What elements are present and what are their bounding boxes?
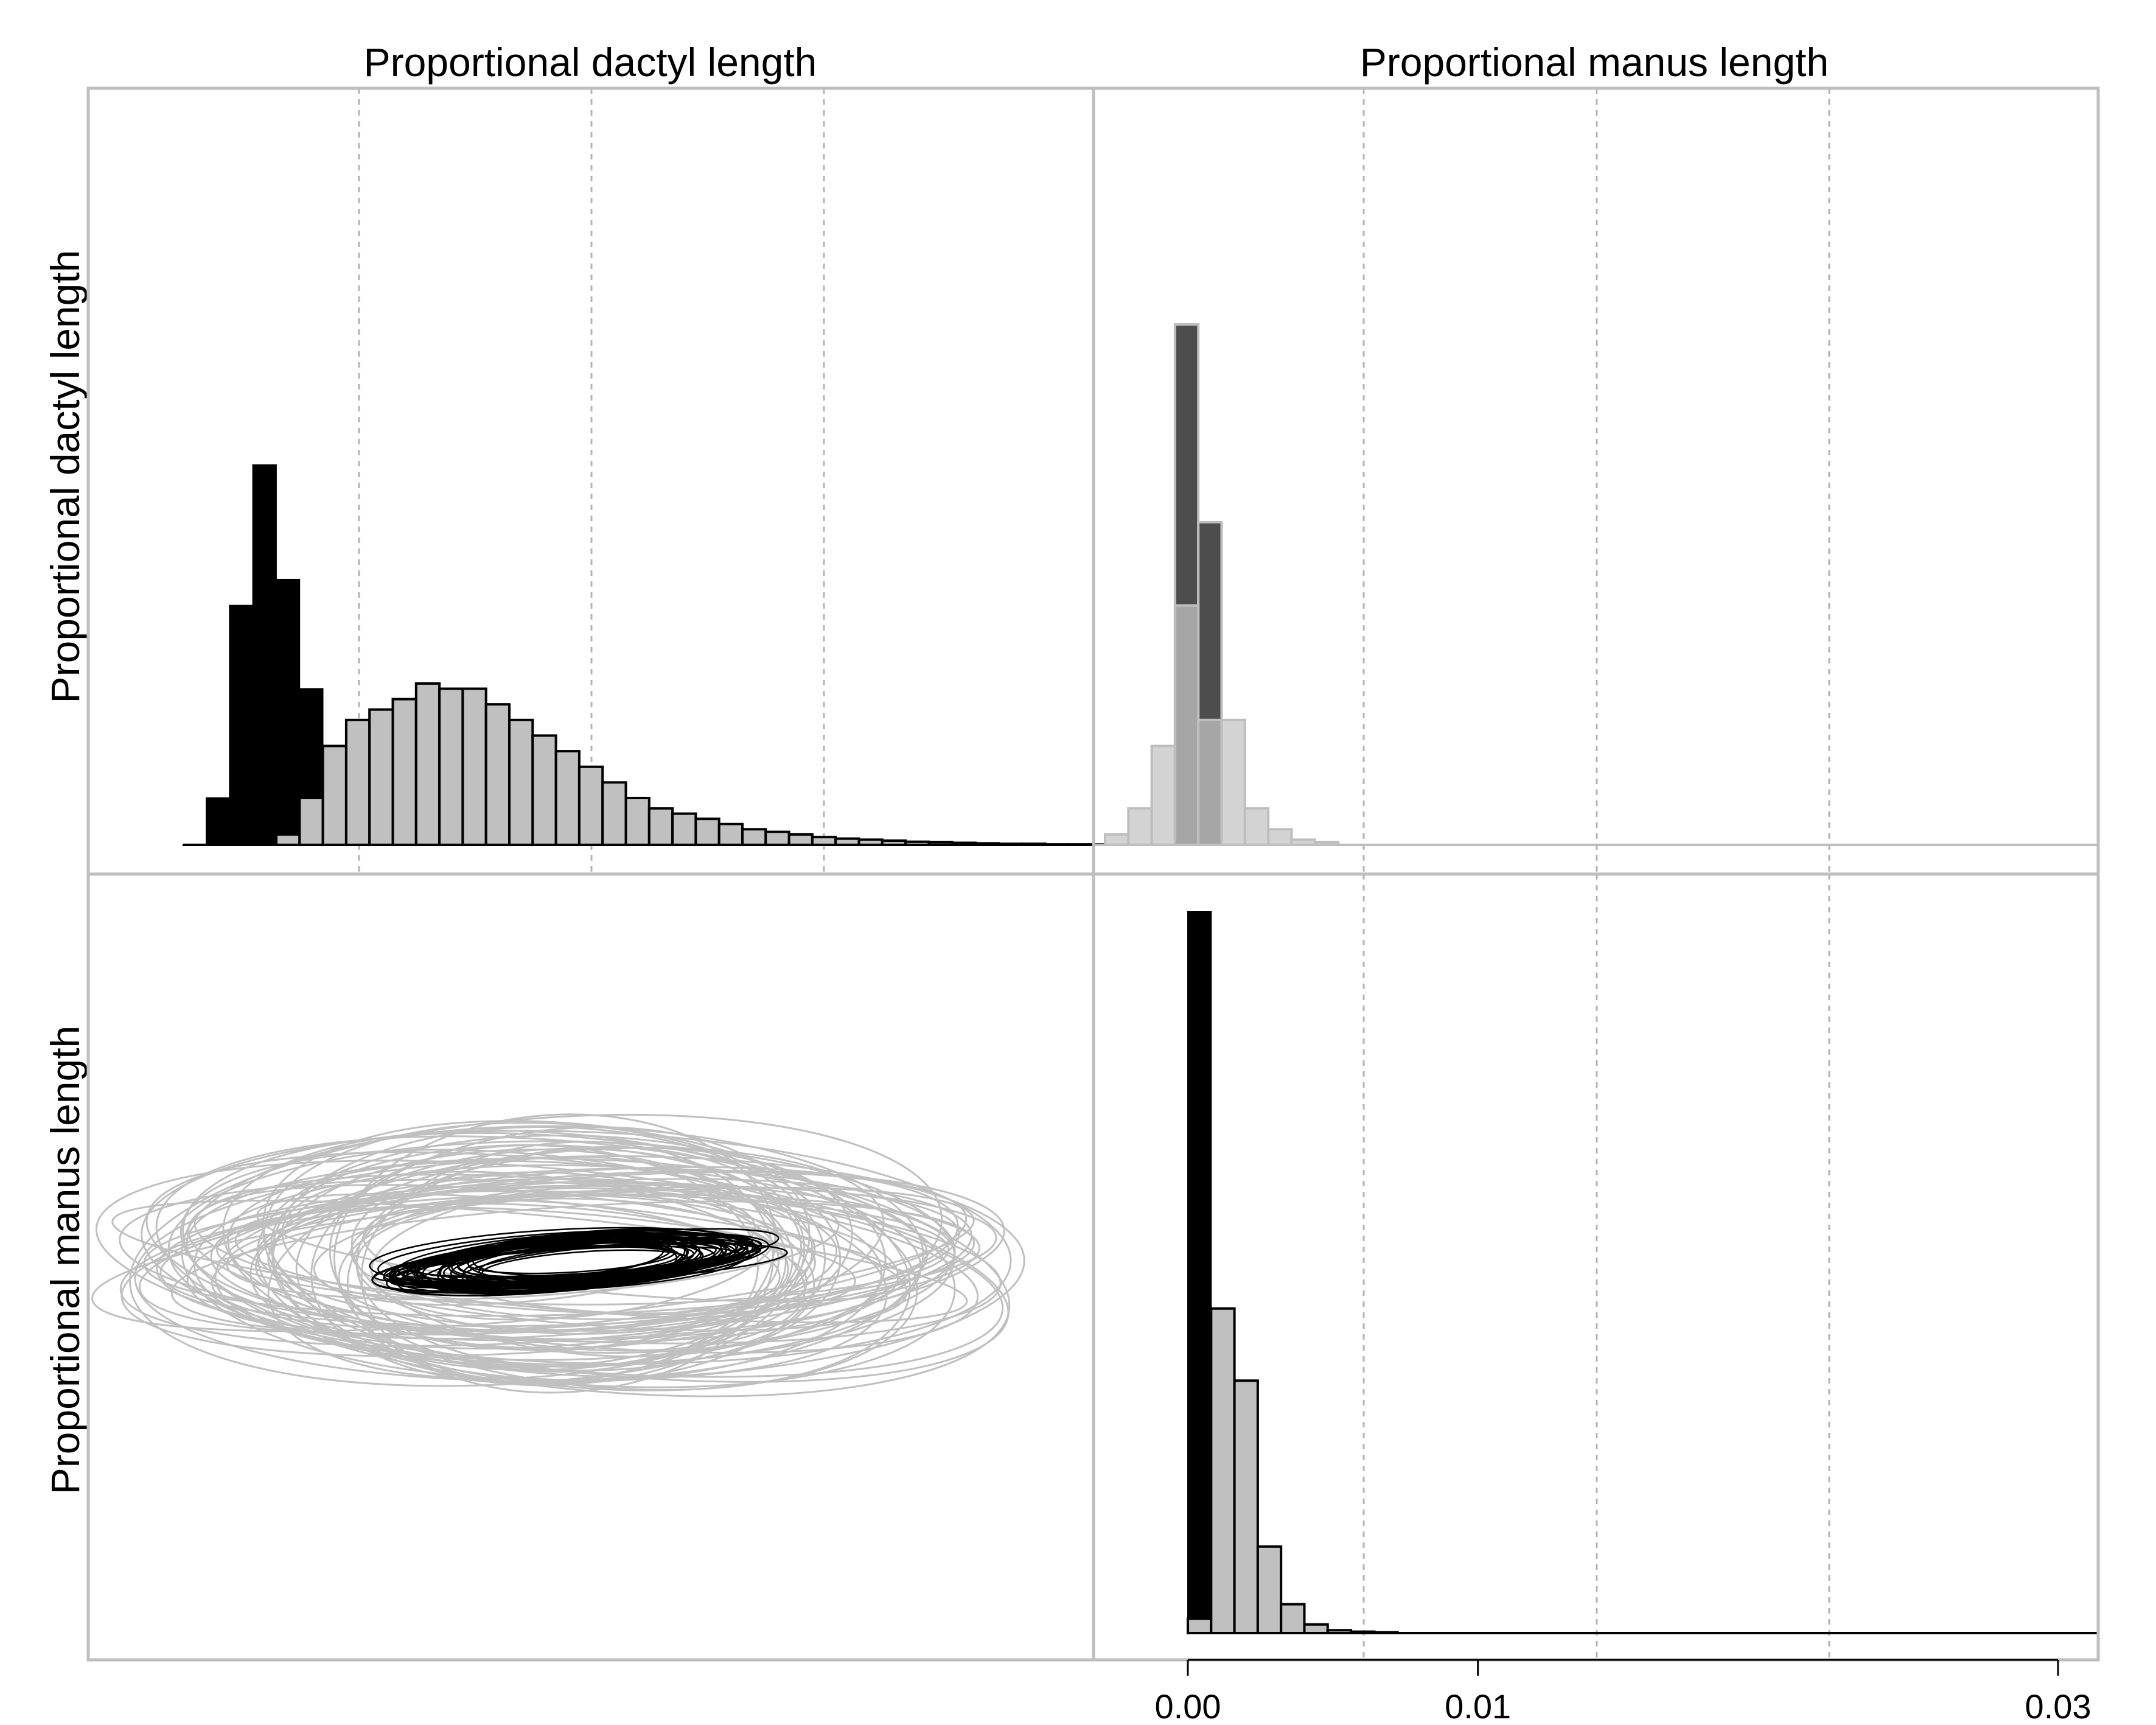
dactyl-prior-bar-34 — [1067, 843, 1094, 847]
prior-ellipse-51 — [187, 1174, 979, 1354]
dactyl-prior-bar-8 — [461, 687, 487, 846]
dactyl-posterior-bar-0 — [206, 797, 231, 846]
column-title-manus: Proportional manus length — [1360, 40, 1829, 85]
dactyl-prior-bar-22 — [787, 833, 814, 847]
dactyl-prior-bar-14 — [601, 781, 627, 847]
column-title-dactyl: Proportional dactyl length — [364, 40, 817, 85]
row-title-dactyl: Proportional dactyl length — [43, 250, 88, 704]
dactyl-prior-bar-32 — [1020, 842, 1047, 847]
prior-ellipse-6 — [138, 1171, 968, 1335]
dactyl-prior-bar-31 — [997, 842, 1024, 847]
prior-ellipse-58 — [141, 1130, 1012, 1365]
dactyl-prior-bar-16 — [647, 807, 674, 847]
manus-top-prior-bar-8 — [1290, 838, 1316, 846]
dactyl-prior-bar-11 — [531, 734, 557, 846]
dactyl-prior-bar-3 — [344, 718, 371, 847]
prior-ellipse-39 — [234, 1206, 856, 1315]
x-tick-label-2: 0.03 — [2025, 1687, 2091, 1725]
dactyl-prior-bar-18 — [694, 817, 720, 846]
manus-top-prior-bar-6 — [1243, 807, 1270, 847]
dactyl-prior-bar-28 — [927, 841, 954, 846]
dactyl-prior-bar-33 — [1044, 843, 1070, 847]
dactyl-prior-bar-7 — [438, 687, 464, 846]
dactyl-prior-bar-0 — [275, 833, 301, 847]
prior-ellipse-19 — [155, 1135, 1011, 1398]
dactyl-prior-bar-27 — [904, 840, 930, 846]
dactyl-prior-bar-15 — [624, 797, 651, 847]
prior-ellipse-44 — [281, 1170, 806, 1352]
manus-posterior-bar-0 — [1187, 911, 1212, 1634]
prior-ellipse-55 — [262, 1120, 911, 1391]
dactyl-prior-bar-25 — [857, 838, 884, 846]
dactyl-prior-bar-26 — [881, 839, 907, 847]
dactyl-prior-bar-12 — [554, 750, 581, 846]
dactyl-prior-bar-20 — [741, 828, 767, 846]
manus-top-prior-bar-9 — [1313, 841, 1339, 846]
prior-ellipse-32 — [186, 1166, 959, 1340]
posterior-ellipse-44 — [417, 1240, 702, 1286]
x-tick-label-0: 0.00 — [1155, 1687, 1221, 1725]
prior-ellipse-28 — [111, 1200, 968, 1323]
dactyl-prior-bar-30 — [974, 842, 1000, 847]
posterior-ellipse-38 — [397, 1230, 747, 1287]
prior-ellipse-53 — [227, 1160, 883, 1354]
dactyl-prior-bar-2 — [321, 744, 347, 847]
prior-ellipse-43 — [91, 1186, 975, 1332]
row-title-manus: Proportional manus length — [43, 1026, 88, 1494]
manus-prior-bar-1 — [1210, 1307, 1236, 1634]
posterior-ellipse-41 — [451, 1236, 672, 1279]
posterior-ellipse-43 — [456, 1235, 665, 1280]
dactyl-prior-bar-17 — [671, 812, 697, 846]
dactyl-prior-bar-10 — [508, 718, 534, 847]
x-axis: 0.00 0.01 0.03 — [1155, 1659, 2091, 1725]
prior-ellipse-29 — [134, 1155, 1025, 1383]
manus-prior-bar-3 — [1256, 1545, 1283, 1635]
dactyl-prior-bar-6 — [414, 682, 441, 846]
manus-top-prior-bar-0 — [1104, 833, 1130, 847]
dactyl-prior-bar-21 — [764, 830, 790, 846]
dactyl-prior-bar-29 — [951, 841, 977, 846]
prior-ellipse-37 — [267, 1147, 853, 1380]
dactyl-prior-bar-23 — [811, 836, 837, 847]
prior-ellipse-48 — [270, 1144, 814, 1349]
prior-ellipse-22 — [143, 1184, 997, 1317]
manus-prior-bar-7 — [1350, 1630, 1376, 1634]
manus-prior-bar-0 — [1187, 1617, 1213, 1635]
manus-prior-bar-6 — [1326, 1629, 1353, 1635]
manus-top-prior-bar-1 — [1127, 807, 1153, 847]
manus-top-overlap-bar-4 — [1197, 718, 1223, 847]
dactyl-prior-bar-24 — [834, 837, 860, 846]
dactyl-posterior-bar-3 — [275, 578, 301, 845]
manus-top-prior-bar-7 — [1267, 828, 1293, 846]
dactyl-posterior-bar-1 — [229, 604, 254, 845]
dactyl-prior-bar-1 — [298, 797, 324, 847]
prior-ellipse-56 — [263, 1122, 842, 1372]
manus-prior-bar-5 — [1303, 1623, 1329, 1635]
dactyl-prior-bar-13 — [577, 765, 604, 846]
prior-ellipse-24 — [360, 1141, 775, 1394]
manus-top-prior-bar-5 — [1220, 718, 1246, 847]
chart-marks — [91, 323, 2098, 1635]
prior-ellipse-38 — [295, 1147, 803, 1368]
dactyl-prior-bar-4 — [368, 708, 394, 846]
manus-prior-bar-4 — [1280, 1603, 1306, 1635]
manus-prior-bar-8 — [1373, 1631, 1399, 1634]
manus-top-prior-bar-2 — [1150, 744, 1176, 847]
dactyl-prior-bar-5 — [391, 698, 417, 846]
prior-ellipse-59 — [256, 1134, 887, 1381]
manus-top-overlap-bar-3 — [1173, 604, 1200, 846]
manus-prior-bar-2 — [1233, 1379, 1259, 1634]
dactyl-prior-bar-9 — [484, 703, 511, 847]
prior-ellipse-57 — [170, 1200, 975, 1336]
panel-frames — [86, 86, 2100, 1662]
dactyl-posterior-bar-2 — [252, 464, 277, 845]
prior-ellipse-52 — [214, 1167, 956, 1361]
x-tick-label-1: 0.01 — [1445, 1687, 1511, 1725]
dactyl-prior-bar-19 — [717, 822, 744, 847]
